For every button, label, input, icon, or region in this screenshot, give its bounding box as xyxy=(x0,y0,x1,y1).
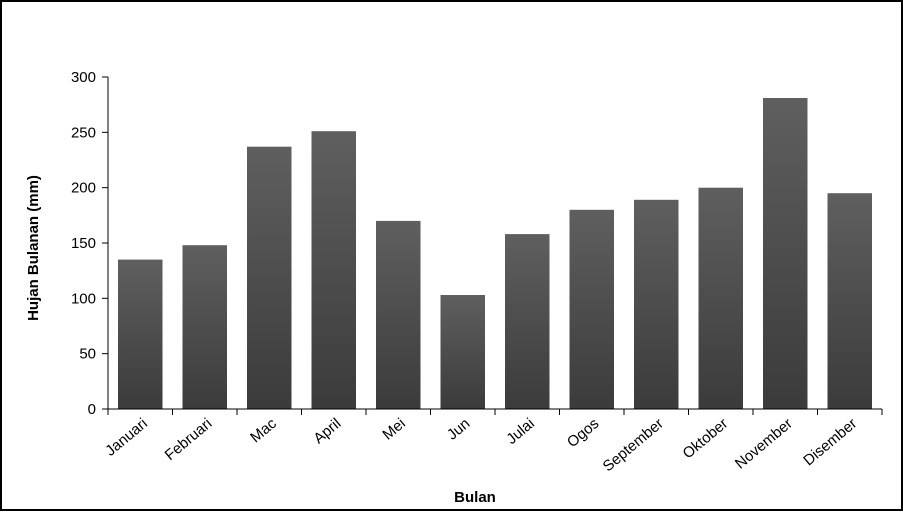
x-tick-label: April xyxy=(310,415,344,447)
bar-april xyxy=(311,131,356,409)
y-axis: 0 50 100 150 200 250 300 xyxy=(71,69,109,418)
bar-disember xyxy=(827,193,872,409)
y-tick-label: 50 xyxy=(79,346,96,363)
y-tick-label: 300 xyxy=(71,69,96,86)
bar-november xyxy=(763,98,808,409)
x-tick-label: Jun xyxy=(444,415,473,444)
y-axis-title: Hujan Bulanan (mm) xyxy=(25,175,42,321)
x-tick-label: Disember xyxy=(800,415,860,469)
bar-februari xyxy=(182,245,227,409)
x-tick-label: November xyxy=(732,415,796,473)
x-axis-title: Bulan xyxy=(454,489,496,506)
bar-september xyxy=(634,199,679,409)
x-tick-label: Ogos xyxy=(564,415,602,451)
y-tick-label: 200 xyxy=(71,180,96,197)
y-tick-label: 0 xyxy=(88,401,96,418)
bar-julai xyxy=(505,234,550,409)
x-tick-label: Februari xyxy=(162,415,216,464)
x-tick-label: Mei xyxy=(379,415,408,444)
x-tick-label: September xyxy=(600,415,667,475)
y-tick-label: 150 xyxy=(71,235,96,252)
bar-mei xyxy=(376,220,421,409)
y-tick-label: 100 xyxy=(71,290,96,307)
x-tick-label: Januari xyxy=(102,415,151,460)
x-tick-label: Mac xyxy=(247,415,280,447)
bar-ogos xyxy=(569,209,614,409)
x-tick-label: Oktober xyxy=(680,415,732,462)
bar-jun xyxy=(440,295,485,409)
bars-group xyxy=(118,98,872,409)
bar-mac xyxy=(247,146,292,409)
bar-januari xyxy=(118,259,163,409)
x-tick-label: Julai xyxy=(503,415,538,448)
y-tick-label: 250 xyxy=(71,124,96,141)
x-axis: Januari Februari Mac April Mei Jun Julai OgosSe… xyxy=(102,408,883,475)
bar-oktober xyxy=(698,187,743,409)
